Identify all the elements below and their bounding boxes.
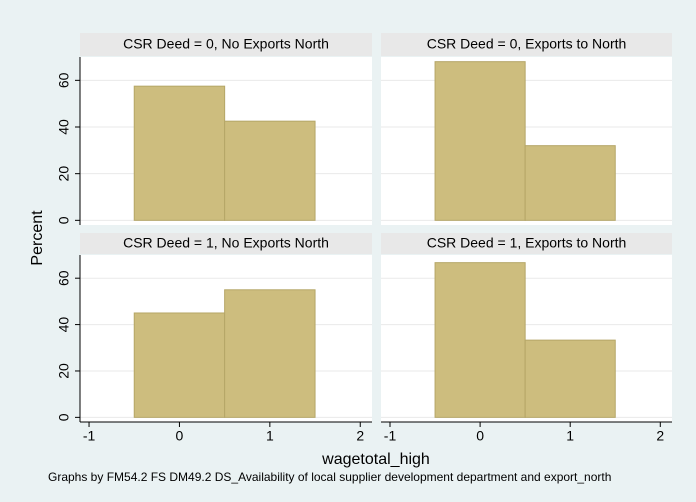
x-axis-label: wagetotal_high [321, 451, 430, 468]
bar [133, 85, 226, 221]
x-tick-label: 2 [356, 428, 364, 444]
x-tick-label: -1 [83, 428, 96, 444]
panel-header [80, 233, 372, 254]
panel-title: CSR Deed = 1, Exports to North [427, 235, 627, 251]
y-tick-label: 0 [56, 216, 72, 224]
bar [524, 145, 616, 221]
x-tick-label: 1 [266, 428, 274, 444]
y-tick-label: 40 [56, 317, 72, 333]
panel-title: CSR Deed = 0, Exports to North [427, 36, 627, 52]
bar [224, 289, 316, 418]
bar [434, 262, 526, 418]
panel-title: CSR Deed = 0, No Exports North [123, 36, 329, 52]
x-tick-label: -1 [384, 428, 397, 444]
bar [434, 61, 526, 221]
y-tick-label: 20 [56, 166, 72, 182]
y-tick-label: 0 [56, 413, 72, 421]
bar [524, 339, 616, 418]
y-axis-label: Percent [29, 210, 46, 266]
bar [133, 312, 226, 418]
x-tick-label: 1 [566, 428, 574, 444]
x-tick-label: 0 [176, 428, 184, 444]
y-tick-label: 60 [56, 72, 72, 88]
y-tick-label: 60 [56, 270, 72, 286]
y-tick-label: 20 [56, 363, 72, 379]
note: Graphs by FM54.2 FS DM49.2 DS_Availabili… [48, 470, 611, 484]
y-tick-label: 40 [56, 119, 72, 135]
panel-header [381, 233, 672, 254]
x-tick-label: 2 [656, 428, 664, 444]
panel-header [381, 33, 672, 56]
panel-header [80, 33, 372, 56]
panel-title: CSR Deed = 1, No Exports North [123, 235, 329, 251]
x-tick-label: 0 [476, 428, 484, 444]
bar [224, 120, 316, 221]
